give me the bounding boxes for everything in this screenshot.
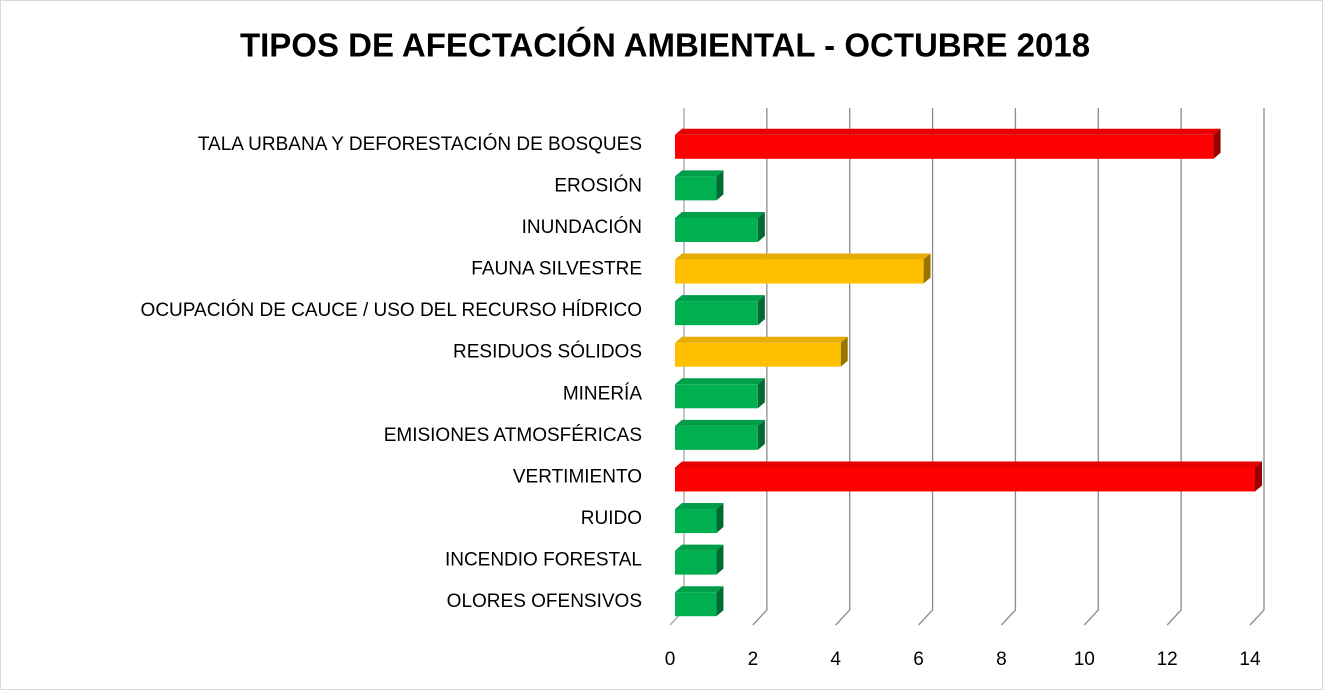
- bar-top: [675, 336, 848, 343]
- bar-top: [675, 128, 1221, 135]
- grid-line: [918, 108, 934, 626]
- x-tick-label: 4: [830, 649, 841, 670]
- bar-side: [716, 170, 724, 201]
- bar: [675, 259, 924, 284]
- bar-top: [675, 544, 724, 551]
- bar-top: [675, 295, 765, 302]
- x-tick-label: 14: [1239, 649, 1261, 670]
- bar: [675, 384, 758, 409]
- bar: [675, 176, 717, 201]
- bar-top: [675, 170, 724, 177]
- bar-top: [675, 461, 1262, 468]
- bar: [675, 342, 841, 367]
- x-tick-label: 6: [913, 649, 924, 670]
- category-label: INUNDACIÓN: [522, 216, 642, 238]
- x-tick-label: 12: [1157, 649, 1178, 670]
- bar-top: [675, 211, 765, 218]
- bar: [675, 592, 717, 617]
- category-label: RESIDUOS SÓLIDOS: [453, 341, 642, 363]
- bar-side: [1255, 461, 1262, 492]
- x-tick-label: 0: [665, 649, 676, 670]
- bar-top: [675, 378, 765, 385]
- x-tick-label: 10: [1074, 649, 1095, 670]
- bar-side: [757, 378, 765, 409]
- category-label: EROSIÓN: [554, 174, 642, 196]
- bar-side: [716, 544, 724, 575]
- bar-top: [675, 586, 724, 593]
- category-label: INCENDIO FORESTAL: [445, 550, 642, 571]
- category-label: FAUNA SILVESTRE: [471, 259, 642, 280]
- bar: [675, 425, 758, 450]
- grid-line: [1083, 108, 1099, 626]
- category-label: TALA URBANA Y DEFORESTACIÓN DE BOSQUES: [198, 133, 642, 155]
- bar-top: [675, 419, 765, 426]
- bar-top: [675, 253, 931, 260]
- category-label: OCUPACIÓN DE CAUCE / USO DEL RECURSO HÍD…: [141, 299, 642, 321]
- bar: [675, 217, 758, 242]
- grid-line: [1000, 108, 1017, 626]
- bar-side: [757, 211, 765, 242]
- category-label: EMISIONES ATMOSFÉRICAS: [384, 425, 642, 446]
- bar-side: [923, 253, 931, 284]
- category-label: RUIDO: [581, 508, 642, 529]
- bar-side: [757, 419, 765, 450]
- category-label: VERTIMIENTO: [513, 466, 642, 487]
- bar: [675, 509, 717, 534]
- grid-line: [1166, 108, 1182, 626]
- bar: [675, 467, 1255, 492]
- category-label: MINERÍA: [563, 383, 643, 404]
- bar: [675, 134, 1214, 159]
- bar-side: [1213, 128, 1221, 159]
- bar-side: [757, 295, 765, 326]
- bar-side: [716, 586, 724, 617]
- grid-line: [1249, 108, 1265, 626]
- category-label: OLORES OFENSIVOS: [447, 591, 642, 612]
- x-tick-label: 2: [748, 649, 759, 670]
- chart-title: TIPOS DE AFECTACIÓN AMBIENTAL - OCTUBRE …: [240, 27, 1090, 64]
- bar: [675, 301, 758, 326]
- x-tick-label: 8: [996, 649, 1007, 670]
- bar-top: [675, 503, 724, 510]
- bar: [675, 550, 717, 575]
- bar-side: [840, 336, 848, 367]
- bar-side: [716, 503, 724, 534]
